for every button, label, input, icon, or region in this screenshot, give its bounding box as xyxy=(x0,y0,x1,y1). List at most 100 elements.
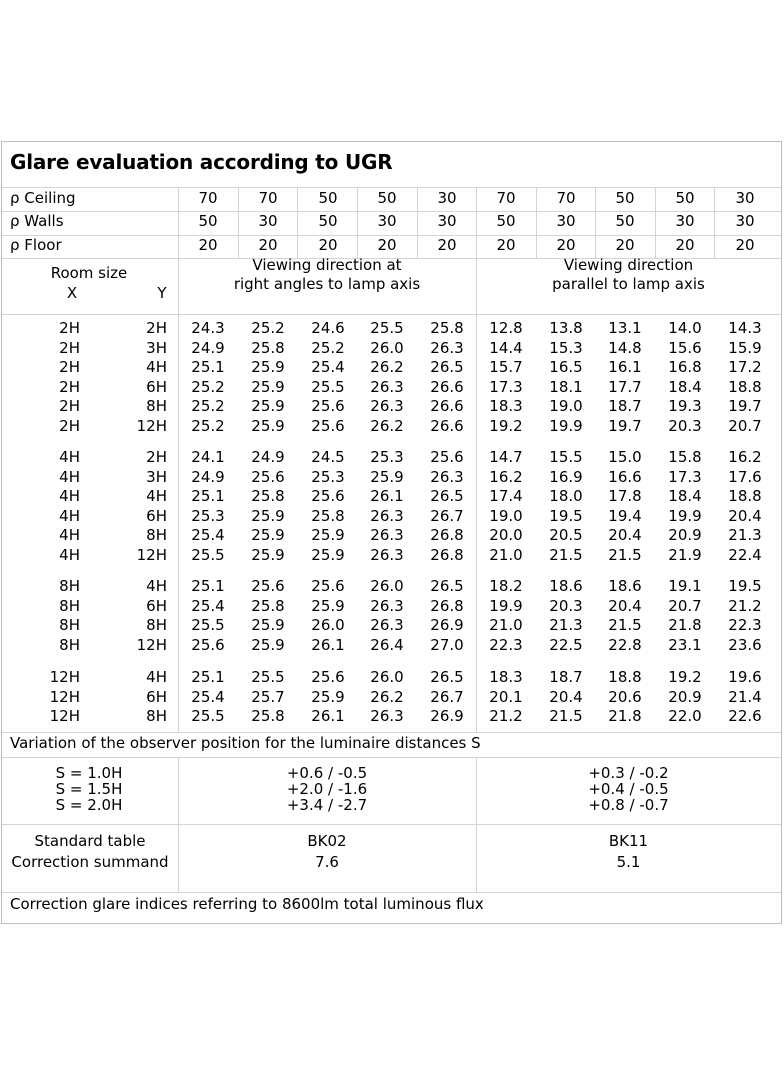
ugr-value: 26.1 xyxy=(311,707,345,726)
ugr-value: 26.5 xyxy=(430,358,464,377)
room-x-value: 4H xyxy=(59,448,80,466)
ugr-value: 20.9 xyxy=(668,526,702,545)
ugr-value: 25.2 xyxy=(191,417,225,435)
ugr-value: 19.0 xyxy=(489,506,523,525)
divider-line xyxy=(2,235,781,236)
ugr-value: 24.6 xyxy=(311,319,345,337)
ugr-value: 26.8 xyxy=(430,596,464,615)
ugr-value: 22.5 xyxy=(549,635,583,654)
ugr-value: 26.3 xyxy=(430,338,464,357)
ugr-value: 25.2 xyxy=(311,338,345,357)
ugr-value: 25.9 xyxy=(251,358,285,377)
divider-line xyxy=(476,187,477,732)
divider-line xyxy=(238,187,239,258)
ugr-value: 25.8 xyxy=(430,319,464,337)
ugr-value: 16.2 xyxy=(489,467,523,486)
ugr-value: 26.3 xyxy=(370,526,404,545)
ugr-value: 25.4 xyxy=(311,358,345,377)
ugr-value: 25.9 xyxy=(251,397,285,416)
ugr-value: 25.8 xyxy=(251,596,285,615)
ugr-value: 19.9 xyxy=(668,506,702,525)
ugr-value: 18.6 xyxy=(608,577,642,595)
ugr-value: 25.9 xyxy=(251,546,285,564)
ugr-value: 25.5 xyxy=(191,707,225,726)
ugr-value: 14.7 xyxy=(489,448,523,466)
ugr-value: 26.7 xyxy=(430,687,464,706)
ugr-value: 26.1 xyxy=(311,635,345,654)
ugr-value: 24.1 xyxy=(191,448,225,466)
room-x-value: 4H xyxy=(59,526,80,545)
room-x-value: 12H xyxy=(49,668,80,686)
ugr-value: 19.9 xyxy=(549,417,583,435)
reflectance-value: 30 xyxy=(258,212,278,230)
ugr-value: 19.9 xyxy=(489,596,523,615)
ugr-value: 19.2 xyxy=(489,417,523,435)
ugr-value: 25.5 xyxy=(370,319,404,337)
ugr-value: 18.6 xyxy=(549,577,583,595)
room-x-value: 2H xyxy=(59,417,80,435)
ugr-value: 26.8 xyxy=(430,526,464,545)
ugr-value: 26.3 xyxy=(370,377,404,396)
variation-right-value: +3.4 / -2.7 xyxy=(286,796,368,814)
ugr-value: 16.5 xyxy=(549,358,583,377)
ugr-value: 18.3 xyxy=(489,668,523,686)
ugr-value: 21.5 xyxy=(608,546,642,564)
reflectance-label: ρ Walls xyxy=(10,212,64,230)
ugr-value: 16.2 xyxy=(728,448,762,466)
divider-line xyxy=(2,732,781,733)
ugr-value: 25.4 xyxy=(191,687,225,706)
room-y-value: 8H xyxy=(146,526,167,545)
ugr-value: 25.9 xyxy=(370,467,404,486)
ugr-value: 20.7 xyxy=(728,417,762,435)
viewing-direction-parallel-label: parallel to lamp axis xyxy=(552,275,705,293)
ugr-value: 26.2 xyxy=(370,358,404,377)
ugr-value: 19.7 xyxy=(728,397,762,416)
ugr-value: 25.7 xyxy=(251,687,285,706)
ugr-value: 25.1 xyxy=(191,487,225,506)
ugr-value: 14.4 xyxy=(489,338,523,357)
ugr-value: 13.1 xyxy=(608,319,642,337)
ugr-value: 26.3 xyxy=(370,596,404,615)
ugr-value: 23.6 xyxy=(728,635,762,654)
reflectance-value: 50 xyxy=(675,189,695,207)
ugr-value: 26.3 xyxy=(370,506,404,525)
divider-line xyxy=(297,187,298,258)
room-y-value: 4H xyxy=(146,358,167,377)
ugr-value: 20.5 xyxy=(549,526,583,545)
ugr-value: 18.7 xyxy=(608,397,642,416)
ugr-value: 16.8 xyxy=(668,358,702,377)
ugr-value: 26.5 xyxy=(430,487,464,506)
ugr-value: 18.8 xyxy=(728,377,762,396)
variation-parallel-value: +0.4 / -0.5 xyxy=(588,780,669,798)
ugr-value: 26.4 xyxy=(370,635,404,654)
divider-line xyxy=(655,187,656,258)
room-x-value: 8H xyxy=(59,596,80,615)
ugr-value: 19.5 xyxy=(549,506,583,525)
reflectance-value: 20 xyxy=(675,236,695,254)
ugr-value: 25.6 xyxy=(191,635,225,654)
ugr-value: 26.0 xyxy=(370,577,404,595)
ugr-value: 25.6 xyxy=(251,467,285,486)
room-y-value: 8H xyxy=(146,397,167,416)
divider-line xyxy=(2,892,781,893)
room-x-value: 12H xyxy=(49,687,80,706)
divider-line xyxy=(2,258,781,259)
ugr-value: 25.8 xyxy=(251,487,285,506)
ugr-value: 25.3 xyxy=(370,448,404,466)
ugr-value: 20.9 xyxy=(668,687,702,706)
room-size-label: Room size xyxy=(50,264,128,282)
reflectance-value: 20 xyxy=(735,236,755,254)
ugr-value: 14.8 xyxy=(608,338,642,357)
ugr-value: 26.0 xyxy=(370,668,404,686)
reflectance-value: 20 xyxy=(198,236,218,254)
reflectance-value: 50 xyxy=(318,212,338,230)
ugr-value: 26.9 xyxy=(430,616,464,635)
divider-line xyxy=(2,757,781,758)
ugr-value: 18.3 xyxy=(489,397,523,416)
standard-table-label: Standard table xyxy=(34,832,146,850)
ugr-value: 17.2 xyxy=(728,358,762,377)
ugr-value: 21.4 xyxy=(728,687,762,706)
ugr-value: 15.3 xyxy=(549,338,583,357)
ugr-value: 25.8 xyxy=(251,338,285,357)
ugr-value: 18.0 xyxy=(549,487,583,506)
